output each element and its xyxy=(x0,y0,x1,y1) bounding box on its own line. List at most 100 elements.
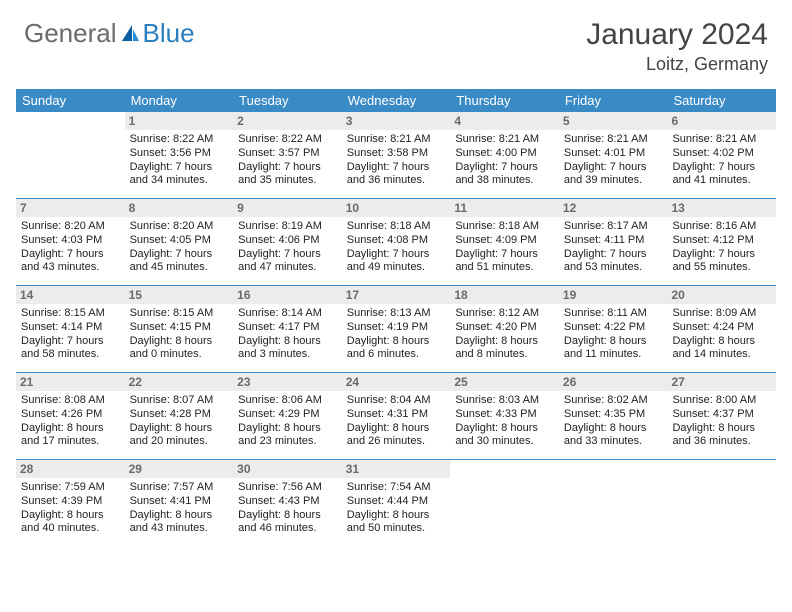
day-info: Sunrise: 8:21 AMSunset: 4:01 PMDaylight:… xyxy=(564,133,663,188)
sunrise-text: Sunrise: 8:16 AM xyxy=(672,220,771,234)
daylight-text: Daylight: 7 hours and 39 minutes. xyxy=(564,161,663,189)
sunrise-text: Sunrise: 8:03 AM xyxy=(455,394,554,408)
day-info: Sunrise: 8:09 AMSunset: 4:24 PMDaylight:… xyxy=(672,307,771,362)
day-info: Sunrise: 8:18 AMSunset: 4:08 PMDaylight:… xyxy=(347,220,446,275)
sunset-text: Sunset: 4:31 PM xyxy=(347,408,446,422)
sunset-text: Sunset: 4:02 PM xyxy=(672,147,771,161)
daylight-text: Daylight: 7 hours and 51 minutes. xyxy=(455,248,554,276)
daylight-text: Daylight: 8 hours and 26 minutes. xyxy=(347,422,446,450)
day-cell: 19Sunrise: 8:11 AMSunset: 4:22 PMDayligh… xyxy=(559,286,668,372)
daylight-text: Daylight: 8 hours and 36 minutes. xyxy=(672,422,771,450)
sunrise-text: Sunrise: 8:20 AM xyxy=(21,220,120,234)
day-number: 7 xyxy=(16,199,125,217)
sunset-text: Sunset: 4:43 PM xyxy=(238,495,337,509)
day-info: Sunrise: 8:18 AMSunset: 4:09 PMDaylight:… xyxy=(455,220,554,275)
day-number: 2 xyxy=(233,112,342,130)
day-number: 26 xyxy=(559,373,668,391)
daylight-text: Daylight: 8 hours and 20 minutes. xyxy=(130,422,229,450)
day-cell: 22 Sunrise: 8:07 AMSunset: 4:28 PMDayligh… xyxy=(125,373,234,459)
sunrise-text: Sunrise: 8:21 AM xyxy=(347,133,446,147)
sunrise-text: Sunrise: 7:57 AM xyxy=(130,481,229,495)
sunrise-text: Sunrise: 8:22 AM xyxy=(130,133,229,147)
sunrise-text: Sunrise: 8:00 AM xyxy=(672,394,771,408)
brand-part2: Blue xyxy=(143,18,195,49)
day-cell: 6Sunrise: 8:21 AMSunset: 4:02 PMDaylight… xyxy=(667,112,776,198)
sunset-text: Sunset: 4:14 PM xyxy=(21,321,120,335)
day-info: Sunrise: 8:20 AMSunset: 4:03 PMDaylight:… xyxy=(21,220,120,275)
location-label: Loitz, Germany xyxy=(586,54,768,75)
daylight-text: Daylight: 7 hours and 34 minutes. xyxy=(130,161,229,189)
day-number: 15 xyxy=(125,286,234,304)
month-title: January 2024 xyxy=(586,18,768,52)
day-cell: 1Sunrise: 8:22 AMSunset: 3:56 PMDaylight… xyxy=(125,112,234,198)
brand-part1: General xyxy=(24,18,117,49)
week-row: 7 Sunrise: 8:20 AMSunset: 4:03 PMDaylight… xyxy=(16,199,776,286)
day-cell: 17 Sunrise: 8:13 AMSunset: 4:19 PMDayligh… xyxy=(342,286,451,372)
day-info: Sunrise: 7:56 AMSunset: 4:43 PMDaylight:… xyxy=(238,481,337,536)
day-number: 11 xyxy=(450,199,559,217)
sunset-text: Sunset: 4:28 PM xyxy=(130,408,229,422)
day-header-mon: Monday xyxy=(125,89,234,112)
day-info: Sunrise: 8:13 AMSunset: 4:19 PMDaylight:… xyxy=(347,307,446,362)
day-info: Sunrise: 8:20 AMSunset: 4:05 PMDaylight:… xyxy=(130,220,229,275)
day-info: Sunrise: 7:57 AMSunset: 4:41 PMDaylight:… xyxy=(130,481,229,536)
day-number: 12 xyxy=(559,199,668,217)
daylight-text: Daylight: 7 hours and 41 minutes. xyxy=(672,161,771,189)
sunrise-text: Sunrise: 8:12 AM xyxy=(455,307,554,321)
daylight-text: Daylight: 8 hours and 3 minutes. xyxy=(238,335,337,363)
day-number: 17 xyxy=(342,286,451,304)
title-block: January 2024 Loitz, Germany xyxy=(586,18,768,75)
sunrise-text: Sunrise: 8:19 AM xyxy=(238,220,337,234)
sunrise-text: Sunrise: 8:15 AM xyxy=(21,307,120,321)
week-row: 1Sunrise: 8:22 AMSunset: 3:56 PMDaylight… xyxy=(16,112,776,199)
day-info: Sunrise: 8:22 AMSunset: 3:56 PMDaylight:… xyxy=(130,133,229,188)
day-number: 13 xyxy=(667,199,776,217)
day-header-thu: Thursday xyxy=(450,89,559,112)
sunrise-text: Sunrise: 8:07 AM xyxy=(130,394,229,408)
sunset-text: Sunset: 4:19 PM xyxy=(347,321,446,335)
day-info: Sunrise: 8:00 AMSunset: 4:37 PMDaylight:… xyxy=(672,394,771,449)
day-info: Sunrise: 8:15 AMSunset: 4:14 PMDaylight:… xyxy=(21,307,120,362)
day-cell: 25Sunrise: 8:03 AMSunset: 4:33 PMDayligh… xyxy=(450,373,559,459)
daylight-text: Daylight: 8 hours and 8 minutes. xyxy=(455,335,554,363)
day-info: Sunrise: 8:08 AMSunset: 4:26 PMDaylight:… xyxy=(21,394,120,449)
brand-logo: General Blue xyxy=(24,18,195,49)
day-cell: 5Sunrise: 8:21 AMSunset: 4:01 PMDaylight… xyxy=(559,112,668,198)
day-header-sat: Saturday xyxy=(667,89,776,112)
sunset-text: Sunset: 4:24 PM xyxy=(672,321,771,335)
daylight-text: Daylight: 8 hours and 0 minutes. xyxy=(130,335,229,363)
day-cell: 13Sunrise: 8:16 AMSunset: 4:12 PMDayligh… xyxy=(667,199,776,285)
day-info: Sunrise: 8:14 AMSunset: 4:17 PMDaylight:… xyxy=(238,307,337,362)
day-cell: 9Sunrise: 8:19 AMSunset: 4:06 PMDaylight… xyxy=(233,199,342,285)
day-info: Sunrise: 8:21 AMSunset: 3:58 PMDaylight:… xyxy=(347,133,446,188)
sail-icon xyxy=(119,23,141,45)
sunset-text: Sunset: 4:35 PM xyxy=(564,408,663,422)
day-cell: 12Sunrise: 8:17 AMSunset: 4:11 PMDayligh… xyxy=(559,199,668,285)
day-info: Sunrise: 8:22 AMSunset: 3:57 PMDaylight:… xyxy=(238,133,337,188)
sunset-text: Sunset: 4:33 PM xyxy=(455,408,554,422)
day-info: Sunrise: 8:07 AMSunset: 4:28 PMDaylight:… xyxy=(130,394,229,449)
day-cell: 4Sunrise: 8:21 AMSunset: 4:00 PMDaylight… xyxy=(450,112,559,198)
sunset-text: Sunset: 4:26 PM xyxy=(21,408,120,422)
sunset-text: Sunset: 4:05 PM xyxy=(130,234,229,248)
sunset-text: Sunset: 4:41 PM xyxy=(130,495,229,509)
week-row: 28Sunrise: 7:59 AMSunset: 4:39 PMDayligh… xyxy=(16,460,776,546)
daylight-text: Daylight: 8 hours and 43 minutes. xyxy=(130,509,229,537)
day-cell: 18Sunrise: 8:12 AMSunset: 4:20 PMDayligh… xyxy=(450,286,559,372)
daylight-text: Daylight: 7 hours and 36 minutes. xyxy=(347,161,446,189)
sunrise-text: Sunrise: 8:21 AM xyxy=(672,133,771,147)
day-cell: 24Sunrise: 8:04 AMSunset: 4:31 PMDayligh… xyxy=(342,373,451,459)
day-number: 22 xyxy=(125,373,234,391)
day-cell xyxy=(16,112,125,198)
day-cell: 26Sunrise: 8:02 AMSunset: 4:35 PMDayligh… xyxy=(559,373,668,459)
sunrise-text: Sunrise: 8:09 AM xyxy=(672,307,771,321)
sunset-text: Sunset: 4:01 PM xyxy=(564,147,663,161)
calendar: Sunday Monday Tuesday Wednesday Thursday… xyxy=(16,89,776,546)
day-cell: 2 Sunrise: 8:22 AMSunset: 3:57 PMDaylight… xyxy=(233,112,342,198)
sunrise-text: Sunrise: 7:56 AM xyxy=(238,481,337,495)
day-info: Sunrise: 8:12 AMSunset: 4:20 PMDaylight:… xyxy=(455,307,554,362)
daylight-text: Daylight: 7 hours and 45 minutes. xyxy=(130,248,229,276)
sunset-text: Sunset: 3:57 PM xyxy=(238,147,337,161)
daylight-text: Daylight: 7 hours and 55 minutes. xyxy=(672,248,771,276)
daylight-text: Daylight: 8 hours and 40 minutes. xyxy=(21,509,120,537)
